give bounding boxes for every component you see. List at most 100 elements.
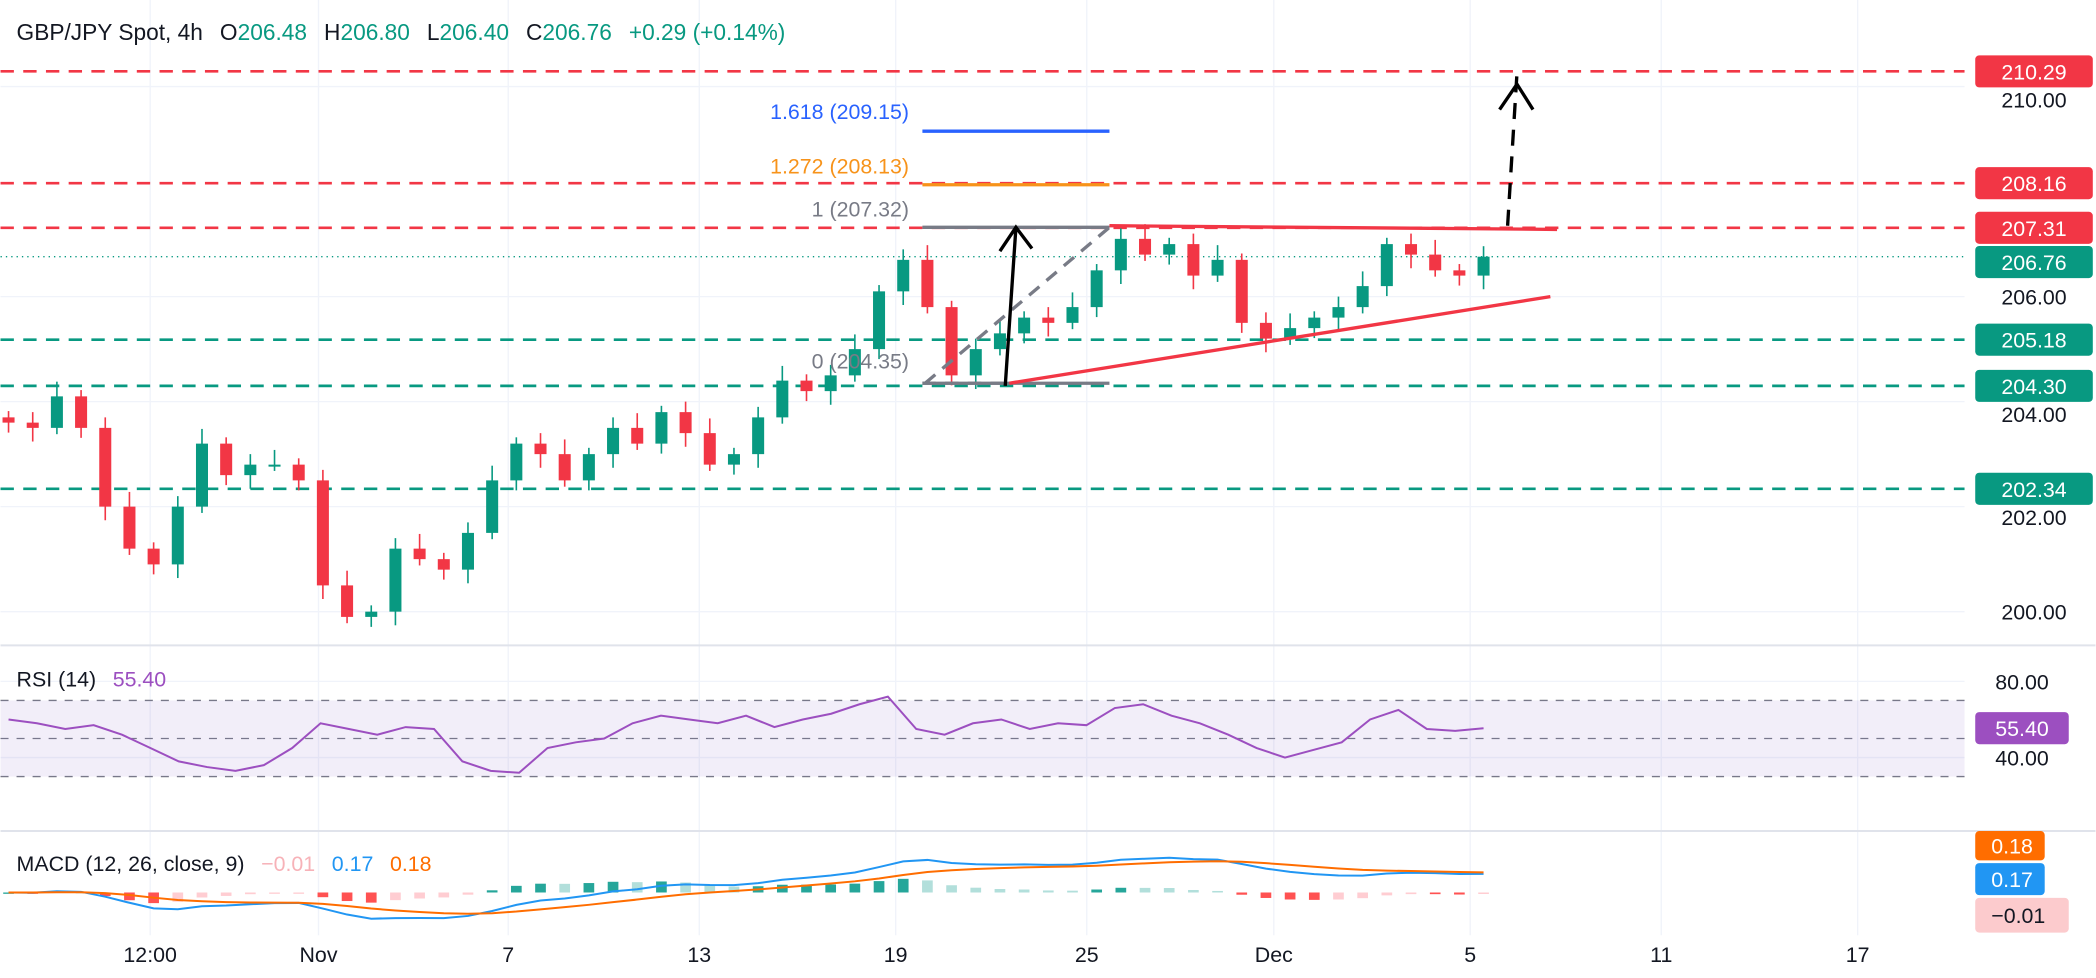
macd-pane xyxy=(3,856,1489,920)
candle-down xyxy=(437,559,450,570)
macd-histogram-bar xyxy=(535,883,546,893)
macd-histogram-bar xyxy=(1212,890,1223,893)
candle-up xyxy=(1308,317,1321,329)
candle-down xyxy=(1139,238,1152,255)
candle-up xyxy=(244,464,257,476)
price-axis[interactable]: 210.00 206.00 204.00 202.00 200.00 80.00 40.00… xyxy=(1975,55,2093,771)
time-tick-label: 17 xyxy=(1846,943,1870,967)
macd-histogram-bar xyxy=(341,892,353,902)
candle-up xyxy=(50,396,63,428)
candle-down xyxy=(26,422,39,428)
candle-down xyxy=(316,480,329,586)
candle-up xyxy=(365,611,378,617)
time-tick-label: 11 xyxy=(1650,943,1672,967)
rsi-line xyxy=(8,695,1484,774)
macd-histogram-bar xyxy=(1429,892,1441,895)
symbol-title: GBP/JPY Spot, 4h xyxy=(17,19,203,45)
rsi-tick-label: 40.00 xyxy=(1995,747,2049,771)
macd-histogram-bar xyxy=(1091,889,1103,893)
price-level-tag-text: 205.18 xyxy=(2001,329,2066,353)
candle-down xyxy=(1429,254,1442,271)
macd-histogram-bar xyxy=(172,892,184,902)
horizontal-levels xyxy=(0,70,1965,491)
price-tick-label: 210.00 xyxy=(2001,88,2066,112)
rsi-band-fill xyxy=(0,700,1965,777)
macd-histogram-bar xyxy=(849,883,861,893)
macd-signal-tag xyxy=(1975,831,2045,861)
macd-histogram-bar xyxy=(1139,887,1151,893)
candle-up xyxy=(1211,259,1224,276)
candle-down xyxy=(679,412,692,434)
macd-legend[interactable]: MACD (12, 26, close, 9) −0.01 0.17 0.18 xyxy=(17,852,432,876)
macd-signal-line xyxy=(8,860,1484,915)
candle-up xyxy=(1018,317,1031,334)
candle-up xyxy=(195,443,208,507)
drawings xyxy=(922,73,1558,386)
candle-up xyxy=(776,380,789,418)
candle-down xyxy=(123,506,136,549)
candle-down xyxy=(1405,244,1418,255)
macd-histogram-bar xyxy=(1308,892,1320,900)
candle-up xyxy=(752,417,765,455)
macd-histogram-bar xyxy=(559,883,571,893)
open-value: 206.48 xyxy=(238,19,307,45)
macd-histogram-bar xyxy=(1357,892,1368,899)
low-value: 206.40 xyxy=(440,19,509,45)
macd-hist-value: −0.01 xyxy=(261,852,315,876)
candle-down xyxy=(292,464,305,481)
macd-histogram-bar xyxy=(1042,890,1054,893)
time-tick-label: 13 xyxy=(687,943,711,967)
price-tick-label: 206.00 xyxy=(2001,286,2066,310)
candle-down xyxy=(413,548,426,560)
ascending-trendline xyxy=(1008,294,1551,385)
symbol-legend[interactable]: GBP/JPY Spot, 4h O206.48 H206.80 L206.40… xyxy=(17,19,786,45)
rsi-value-tag xyxy=(1975,712,2069,745)
horizontal-resistance-line xyxy=(1109,224,1558,232)
price-level-tag xyxy=(1975,167,2093,200)
price-level-tag xyxy=(1975,55,2093,88)
macd-line xyxy=(8,856,1484,920)
macd-histogram-bar xyxy=(414,892,425,899)
macd-histogram-bar xyxy=(1381,892,1393,896)
time-tick-label: 5 xyxy=(1464,943,1476,967)
current-price-tag xyxy=(1975,246,2093,279)
macd-histogram-bar xyxy=(462,892,474,895)
candle-down xyxy=(2,417,15,423)
candle-up xyxy=(1332,307,1345,318)
macd-histogram-bar xyxy=(873,881,885,893)
fib-label-1618: 1.618 (209.15) xyxy=(770,100,909,124)
candle-down xyxy=(945,307,958,376)
macd-histogram-bar xyxy=(1067,890,1078,893)
price-level-tag-text: 208.16 xyxy=(2001,172,2066,196)
time-axis[interactable]: 12:00 Nov 7 13 19 25 Dec 5 11 17 xyxy=(123,943,1869,967)
candle-up xyxy=(486,480,499,533)
price-level-tag xyxy=(1975,369,2093,402)
candle-up xyxy=(1163,244,1176,255)
macd-histogram-bar xyxy=(317,892,329,898)
macd-hist-tag xyxy=(1975,897,2069,933)
macd-line-tag xyxy=(1975,863,2045,896)
price-tick-label: 204.00 xyxy=(2001,403,2066,427)
candle-up xyxy=(1090,270,1103,308)
rsi-pane xyxy=(0,695,1965,778)
macd-histogram-bar xyxy=(1284,892,1296,900)
candle-up xyxy=(1066,307,1079,323)
arrowhead-icon xyxy=(1498,81,1535,111)
macd-histogram-bar xyxy=(1454,892,1465,895)
macd-histogram-bar xyxy=(510,885,522,893)
rsi-value: 55.40 xyxy=(113,668,167,692)
macd-histogram-bar xyxy=(825,884,837,893)
macd-histogram-bar xyxy=(269,892,280,894)
change-value: +0.29 (+0.14%) xyxy=(629,19,786,45)
candle-up xyxy=(582,454,595,481)
time-tick-label: Nov xyxy=(300,943,338,967)
candle-up xyxy=(461,532,474,570)
macd-histogram-bar xyxy=(801,884,812,893)
macd-line-tag-text: 0.17 xyxy=(1991,868,2033,892)
candle-up xyxy=(1356,286,1369,308)
candle-up xyxy=(897,259,910,292)
rsi-legend[interactable]: RSI (14) 55.40 xyxy=(17,668,167,692)
macd-histogram-bar xyxy=(970,887,982,893)
close-value: 206.76 xyxy=(542,19,611,45)
